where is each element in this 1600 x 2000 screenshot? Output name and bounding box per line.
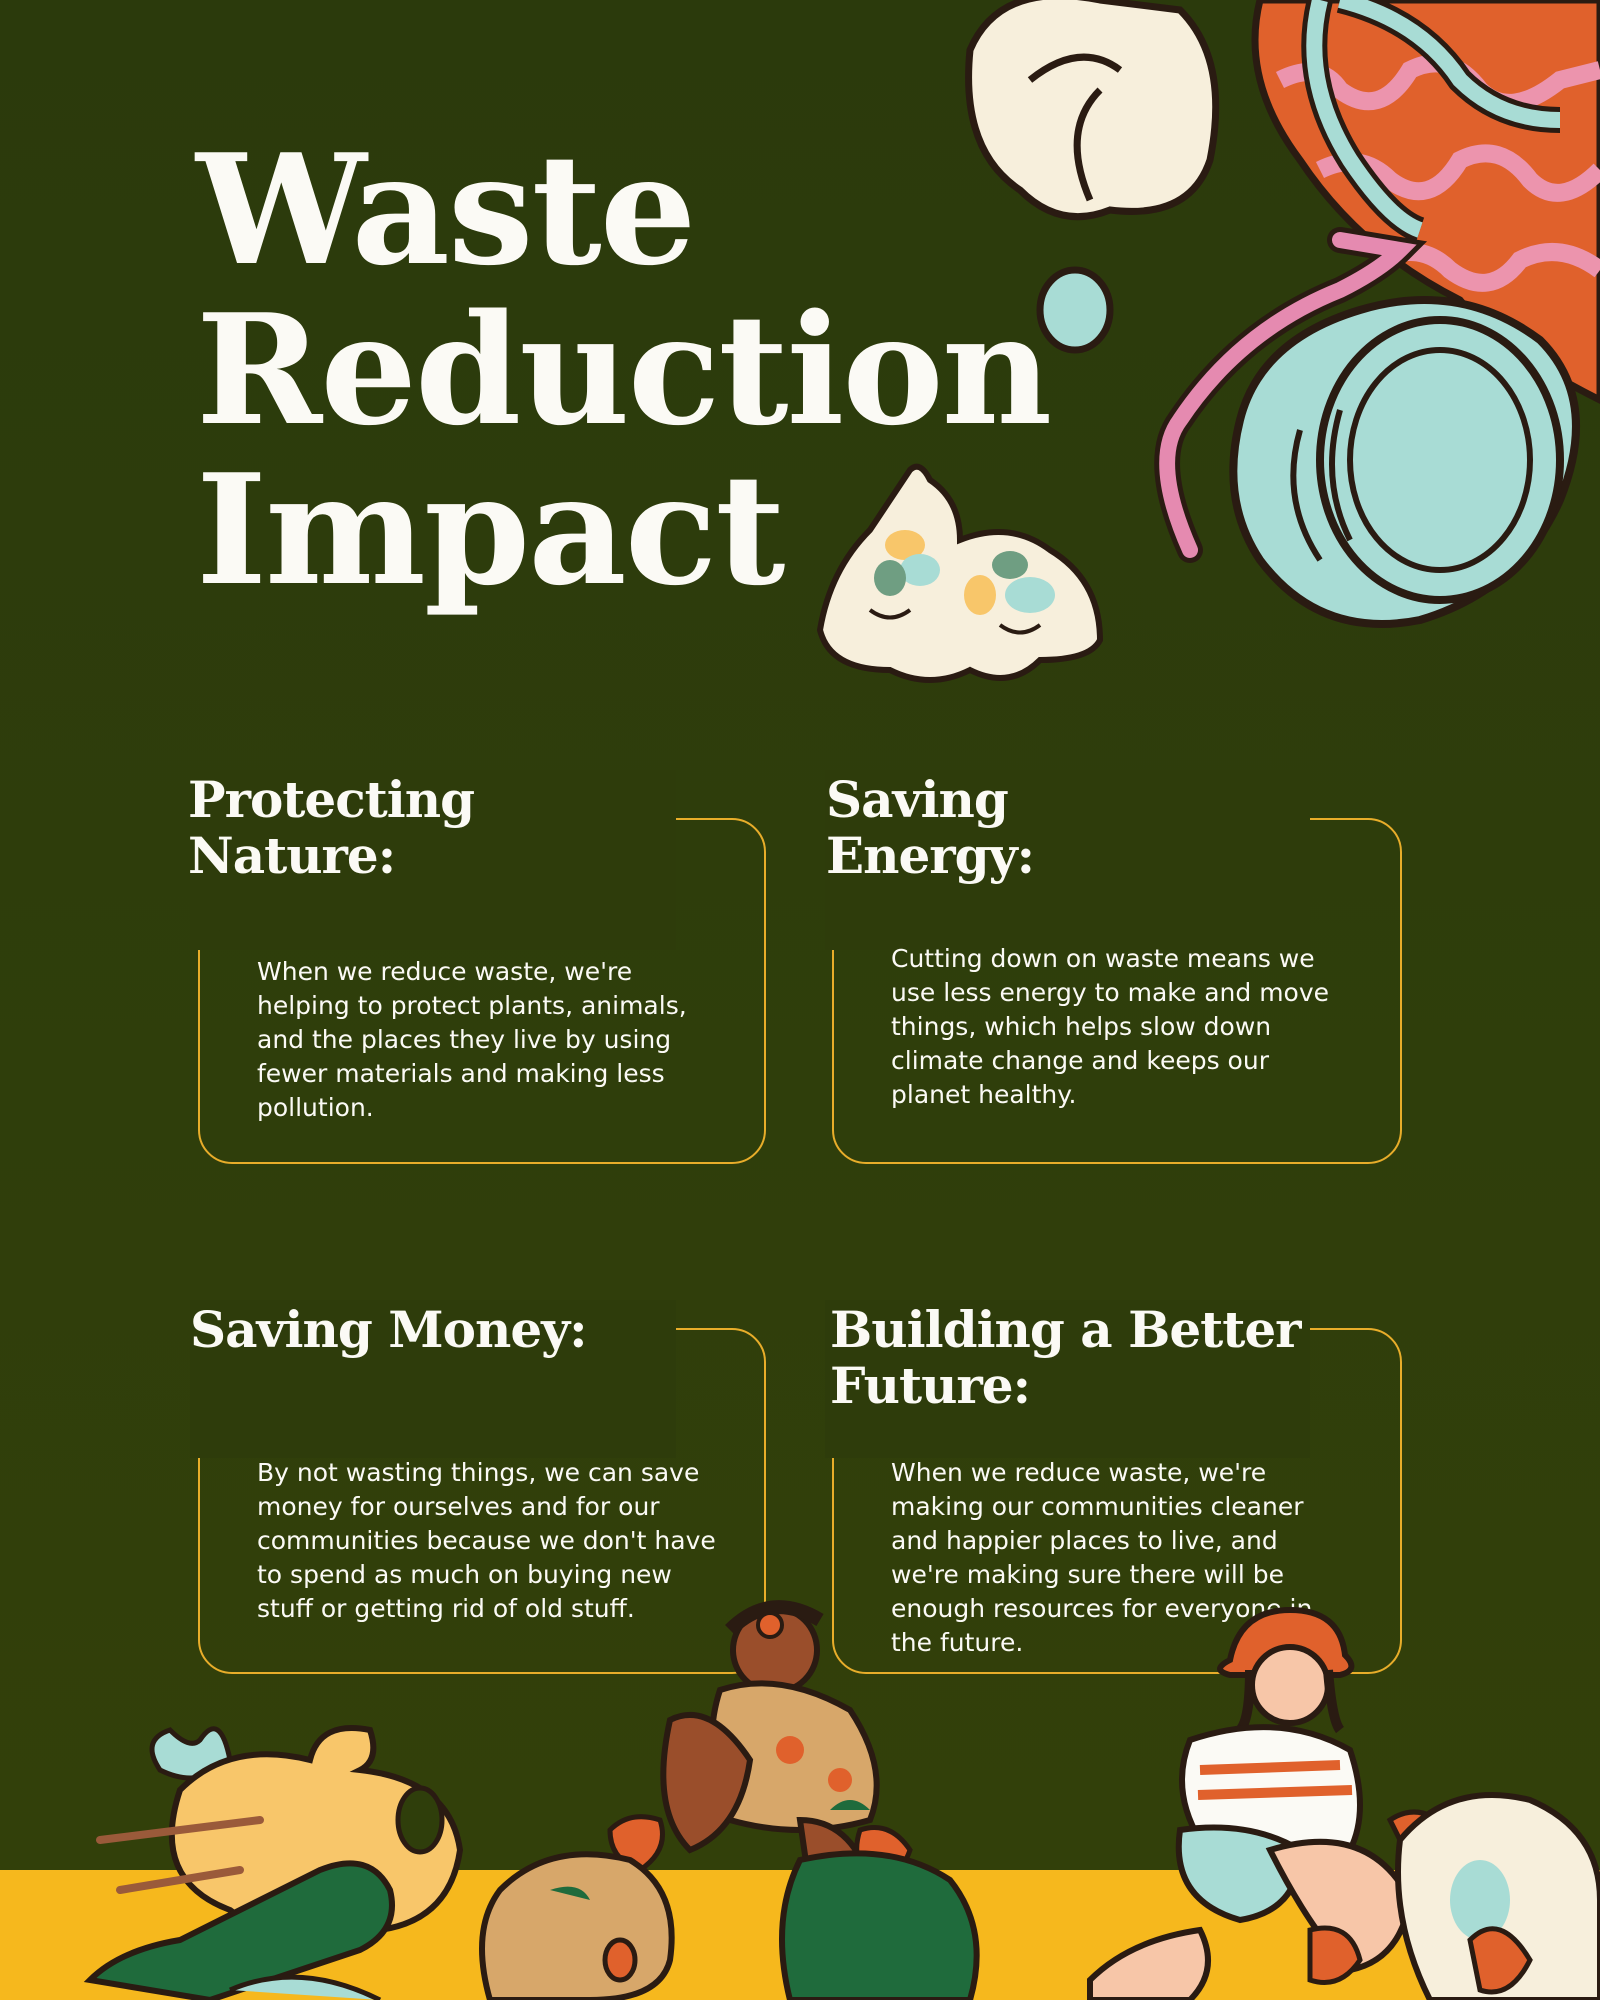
title-line-1: Waste: [196, 120, 696, 299]
card-heading-saving-energy: Saving Energy:: [826, 770, 1035, 885]
card-frame-gap: [825, 770, 1310, 950]
card-heading-line-2: Nature:: [188, 826, 396, 885]
card-heading-line-1: Building a Better: [830, 1300, 1301, 1359]
card-frame-gap: [825, 1300, 1310, 1458]
card-heading-saving-money: Saving Money:: [190, 1300, 588, 1359]
card-body-saving-energy: Cutting down on waste means we use less …: [891, 944, 1330, 1109]
title-line-2: Reduction: [196, 280, 1052, 459]
card-body-building-future: When we reduce waste, we're making our c…: [891, 1458, 1313, 1657]
trash-illustration-top-right: [965, 0, 1600, 628]
card-heading-line-1: Saving: [826, 770, 1009, 829]
card-heading-building-future: Building a Better Future:: [830, 1302, 1301, 1414]
kid-with-hat-illustration: [1087, 1606, 1600, 2000]
card-heading-line-1: Saving Money:: [190, 1300, 588, 1359]
card-body-protecting-nature: When we reduce waste, we're helping to p…: [257, 957, 687, 1122]
trash-bags-illustration: [816, 463, 1104, 683]
card-heading-protecting-nature: Protecting Nature:: [188, 770, 475, 885]
page-title: Waste Reduction Impact: [196, 120, 1052, 619]
title-line-3: Impact: [196, 440, 785, 619]
card-heading-line-2: Future:: [830, 1356, 1031, 1415]
card-frame-gap: [190, 1300, 676, 1458]
bottles-illustration: [83, 1725, 464, 2000]
card-heading-line-2: Energy:: [826, 826, 1035, 885]
people-picking-up-trash-illustration: [479, 1600, 980, 2000]
card-frame-gap: [190, 770, 676, 950]
card-heading-line-1: Protecting: [188, 770, 475, 829]
card-body-saving-money: By not wasting things, we can save money…: [257, 1458, 716, 1623]
